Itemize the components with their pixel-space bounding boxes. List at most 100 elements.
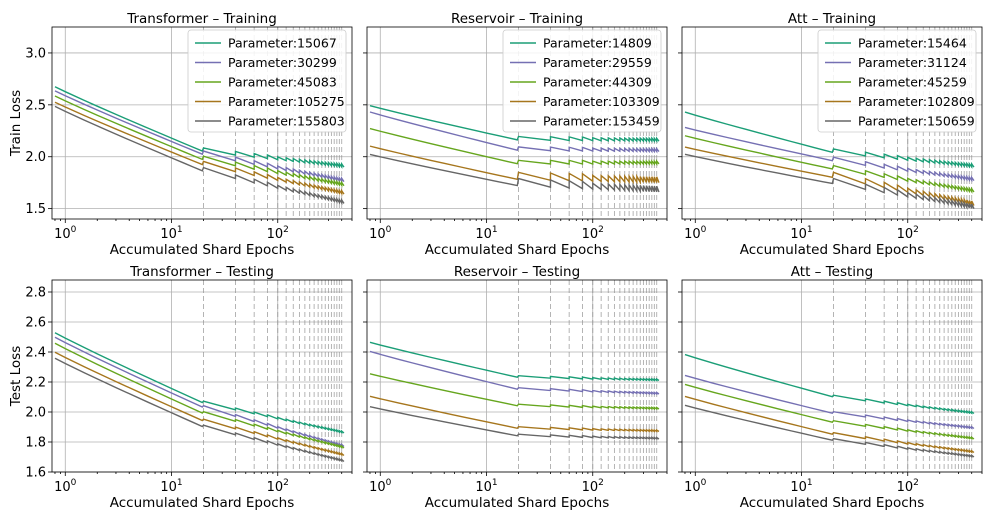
x-tick-label-exponent: 2 [598, 478, 604, 488]
legend-entry-label: Parameter:45259 [858, 75, 967, 90]
legend-entry-label: Parameter:14809 [543, 36, 652, 51]
series-line-2 [684, 126, 975, 183]
x-tick-label-exponent: 0 [71, 478, 77, 488]
series-line-5 [54, 357, 345, 463]
x-tick-label-exponent: 2 [913, 225, 919, 235]
x-tick-label-exponent: 0 [71, 225, 77, 235]
subplot-title: Att – Testing [791, 264, 873, 280]
series-line-5 [684, 153, 975, 211]
x-tick-label-exponent: 0 [701, 225, 707, 235]
legend: Parameter:15067 Parameter:30299 Parameter:… [187, 29, 347, 133]
x-tick-label: 102 [267, 225, 289, 242]
legend: Parameter:15464 Parameter:31124 Parameter:… [817, 29, 977, 133]
x-tick-label-base: 10 [267, 480, 284, 495]
series-line-4 [54, 351, 345, 457]
series-line-1 [684, 353, 975, 415]
series-line-1 [54, 86, 345, 169]
axes-frame [681, 279, 983, 473]
x-tick-label-base: 10 [582, 480, 599, 495]
series-group [684, 111, 975, 211]
legend-entry-label: Parameter:15067 [228, 36, 337, 51]
series-line-2 [369, 111, 660, 154]
series-line-4 [369, 395, 660, 433]
series-line-1 [684, 111, 975, 169]
x-tick-label-exponent: 0 [386, 225, 392, 235]
series-line-2 [54, 90, 345, 184]
x-tick-label-base: 10 [160, 480, 177, 495]
x-axis-label: Accumulated Shard Epochs [425, 242, 610, 258]
series-line-1 [369, 341, 660, 382]
x-tick-label-exponent: 1 [807, 478, 813, 488]
x-tick-label-base: 10 [582, 227, 599, 242]
series-line-5 [369, 406, 660, 441]
x-axis-label: Accumulated Shard Epochs [740, 495, 925, 511]
x-tick-label-exponent: 1 [492, 478, 498, 488]
legend-entry-label: Parameter:103309 [543, 94, 660, 109]
x-tick-label-base: 10 [897, 227, 914, 242]
series-line-3 [54, 95, 345, 188]
legend-box [817, 29, 977, 133]
x-tick-label-base: 10 [475, 227, 492, 242]
x-tick-label-base: 10 [790, 227, 807, 242]
axes-frame [366, 279, 668, 473]
axes-frame [51, 26, 353, 220]
legend-entry-label: Parameter:155803 [228, 114, 345, 129]
y-tick-label: 2.5 [25, 98, 46, 113]
series-line-2 [684, 374, 975, 430]
x-tick-label: 102 [267, 478, 289, 495]
x-tick-label-base: 10 [54, 480, 71, 495]
series-line-5 [54, 105, 345, 206]
series-line-2 [369, 350, 660, 396]
x-tick-label-base: 10 [369, 227, 386, 242]
plot-area [682, 280, 982, 472]
subplot-title: Att – Training [788, 11, 876, 27]
y-tick-label: 1.8 [25, 436, 46, 451]
legend-entry-label: Parameter:153459 [543, 114, 660, 129]
series-group [684, 353, 975, 459]
legend-entry-label: Parameter:44309 [543, 75, 652, 90]
series-line-3 [684, 383, 975, 441]
y-tick-label: 1.5 [25, 202, 46, 217]
series-line-5 [684, 404, 975, 459]
x-tick-label-exponent: 1 [807, 225, 813, 235]
x-tick-label-base: 10 [160, 227, 177, 242]
series-line-3 [54, 342, 345, 449]
legend-entry-label: Parameter:15464 [858, 36, 967, 51]
axes-frame [51, 279, 353, 473]
x-tick-label: 101 [790, 478, 812, 495]
plot-area [367, 280, 667, 472]
x-axis-label: Accumulated Shard Epochs [110, 242, 295, 258]
series-line-3 [369, 373, 660, 411]
x-tick-label-exponent: 2 [283, 225, 289, 235]
x-tick-label: 100 [369, 225, 392, 242]
y-tick-label: 2.0 [25, 150, 46, 165]
series-line-1 [369, 105, 660, 144]
x-tick-label-exponent: 2 [913, 478, 919, 488]
legend-entry-label: Parameter:105275 [228, 94, 345, 109]
x-tick-label: 102 [897, 225, 919, 242]
legend-entry-label: Parameter:30299 [228, 55, 337, 70]
axes-frame [366, 26, 668, 220]
y-tick-label: 1.6 [25, 466, 46, 481]
x-tick-label: 100 [369, 478, 392, 495]
x-tick-label-base: 10 [54, 227, 71, 242]
series-group [54, 332, 345, 463]
series-group [369, 341, 660, 441]
x-tick-label-base: 10 [684, 480, 701, 495]
series-line-1 [54, 332, 345, 435]
y-tick-label: 2.2 [25, 376, 46, 391]
legend-box [502, 29, 662, 133]
series-line-3 [369, 127, 660, 166]
x-tick-label-exponent: 2 [283, 478, 289, 488]
x-tick-label-exponent: 0 [386, 478, 392, 488]
series-line-4 [684, 395, 975, 454]
x-tick-label-exponent: 2 [598, 225, 604, 235]
legend: Parameter:14809 Parameter:29559 Parameter:… [502, 29, 662, 133]
x-tick-label-exponent: 1 [177, 225, 183, 235]
x-tick-label: 101 [790, 225, 812, 242]
series-group [369, 105, 660, 194]
